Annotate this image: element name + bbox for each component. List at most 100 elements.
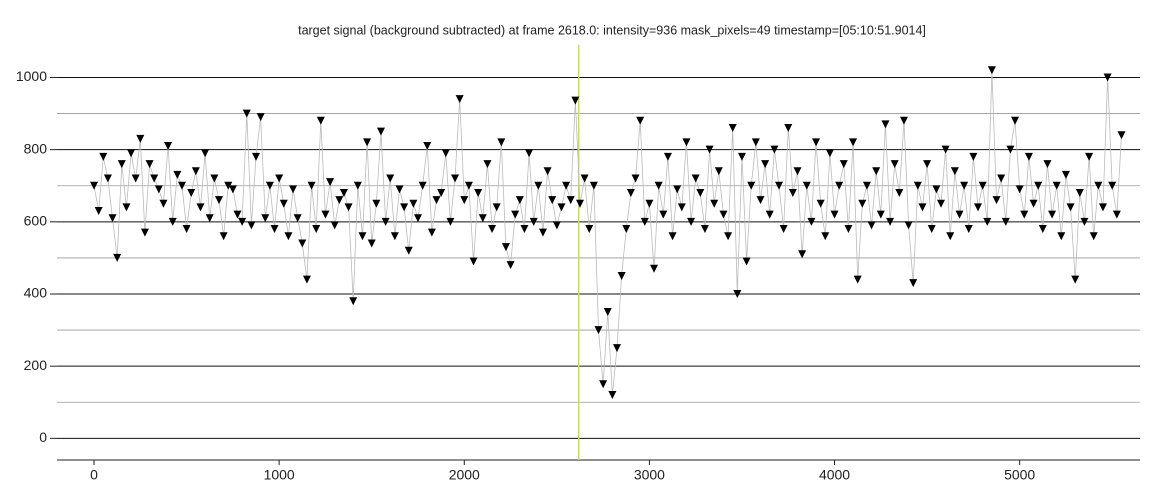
marker	[177, 181, 186, 190]
marker	[1011, 116, 1020, 125]
marker	[969, 152, 978, 161]
marker	[488, 225, 497, 234]
marker	[201, 149, 210, 158]
marker	[645, 199, 654, 208]
y-tick-label: 0	[39, 429, 47, 445]
marker	[974, 203, 983, 212]
marker	[779, 225, 788, 234]
marker	[895, 188, 904, 197]
marker	[127, 149, 136, 158]
marker	[950, 167, 959, 176]
y-tick-label: 600	[24, 213, 48, 229]
marker	[839, 160, 848, 169]
marker	[825, 149, 834, 158]
marker	[298, 239, 307, 248]
marker	[520, 225, 529, 234]
series-line	[93, 70, 1122, 396]
marker	[99, 152, 108, 161]
marker	[381, 217, 390, 226]
marker	[529, 217, 538, 226]
marker	[367, 239, 376, 248]
marker	[1085, 152, 1094, 161]
marker	[409, 199, 418, 208]
marker	[626, 188, 635, 197]
marker	[307, 181, 316, 190]
marker	[673, 185, 682, 194]
marker	[654, 181, 663, 190]
marker	[1029, 199, 1038, 208]
marker	[136, 134, 145, 143]
marker	[571, 96, 580, 105]
marker	[835, 181, 844, 190]
marker	[728, 124, 737, 132]
marker	[640, 217, 649, 226]
marker	[164, 142, 173, 151]
marker	[404, 246, 413, 255]
marker	[710, 199, 719, 208]
marker	[538, 228, 547, 237]
marker	[1108, 181, 1117, 190]
marker	[904, 221, 913, 230]
marker	[751, 138, 760, 147]
marker	[853, 275, 862, 284]
marker	[918, 203, 927, 212]
marker	[108, 214, 117, 223]
marker	[455, 95, 464, 104]
marker	[793, 167, 802, 176]
marker	[691, 174, 700, 183]
marker	[821, 232, 830, 241]
marker	[94, 207, 103, 215]
marker	[330, 221, 339, 230]
marker	[770, 145, 779, 154]
marker	[890, 160, 899, 169]
marker	[765, 210, 774, 219]
marker	[252, 152, 261, 161]
marker	[1071, 275, 1080, 284]
marker	[1066, 203, 1075, 212]
marker	[663, 152, 672, 161]
marker	[872, 167, 881, 176]
marker	[117, 160, 126, 169]
marker	[733, 290, 742, 298]
marker	[812, 138, 821, 147]
marker	[909, 279, 918, 288]
marker	[599, 380, 608, 389]
marker	[932, 185, 941, 194]
marker	[1024, 152, 1033, 161]
marker	[617, 271, 626, 280]
marker	[622, 225, 631, 234]
marker	[358, 232, 367, 241]
marker	[557, 203, 566, 212]
marker	[261, 214, 270, 223]
marker	[326, 178, 335, 187]
marker	[858, 199, 867, 208]
marker	[312, 225, 321, 234]
marker	[1094, 181, 1103, 190]
marker	[987, 66, 996, 75]
marker	[386, 174, 395, 183]
marker	[737, 152, 746, 161]
marker	[978, 181, 987, 190]
marker	[154, 185, 163, 194]
marker	[788, 188, 797, 197]
marker	[353, 181, 362, 190]
marker	[862, 181, 871, 190]
marker	[511, 210, 520, 219]
marker	[636, 116, 645, 125]
marker	[242, 109, 251, 118]
marker	[335, 196, 344, 205]
marker	[515, 196, 524, 205]
marker	[483, 160, 492, 169]
marker	[1006, 145, 1015, 154]
marker	[594, 326, 603, 335]
marker	[238, 217, 247, 226]
x-tick-label: 1000	[264, 467, 295, 483]
marker	[747, 181, 756, 190]
marker	[414, 214, 422, 223]
marker	[844, 225, 853, 234]
marker	[742, 257, 751, 266]
y-tick-label: 200	[24, 357, 48, 373]
marker	[700, 225, 709, 234]
marker	[548, 196, 557, 205]
marker	[585, 225, 594, 234]
